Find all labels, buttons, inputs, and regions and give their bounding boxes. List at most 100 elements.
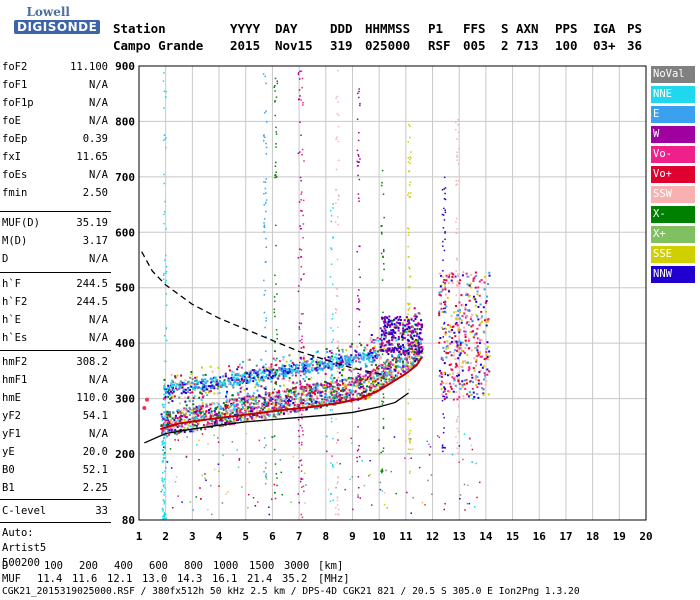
echo-dot bbox=[284, 375, 287, 378]
echo-dot bbox=[367, 372, 370, 375]
echo-dot bbox=[208, 409, 211, 412]
echo-dot bbox=[413, 344, 416, 347]
echo-dot bbox=[351, 391, 354, 394]
echo-dot bbox=[480, 278, 483, 281]
echo-dot bbox=[260, 358, 263, 361]
echo-dot bbox=[196, 409, 199, 412]
echo-dot bbox=[263, 387, 266, 390]
echo-dot bbox=[229, 383, 232, 386]
echo-dot bbox=[358, 444, 360, 447]
echo-dot bbox=[328, 361, 331, 364]
echo-dot bbox=[198, 414, 201, 417]
param-hmf2: hmF2 308.2 bbox=[2, 353, 108, 371]
echo-dot bbox=[457, 131, 460, 134]
echo-dot bbox=[471, 313, 474, 316]
echo-dot bbox=[263, 397, 266, 400]
echo-dot bbox=[176, 426, 179, 429]
echo-dot bbox=[184, 400, 187, 403]
echo-dot bbox=[304, 402, 307, 405]
echo-dot bbox=[382, 325, 385, 328]
echo-dot bbox=[216, 412, 219, 415]
echo-dot bbox=[251, 394, 254, 397]
echo-dot bbox=[187, 410, 190, 413]
echo-dot bbox=[467, 295, 470, 298]
echo-dot bbox=[283, 400, 286, 403]
echo-dot bbox=[356, 449, 359, 452]
echo-dot bbox=[420, 342, 423, 345]
footer-info: CGK21_2015319025000.RSF / 380fx512h 50 k… bbox=[2, 586, 580, 597]
echo-dot bbox=[265, 385, 267, 388]
echo-dot bbox=[461, 315, 464, 318]
echo-dot bbox=[273, 311, 276, 314]
echo-dot bbox=[236, 368, 239, 371]
echo-dot bbox=[253, 418, 256, 421]
echo-dot bbox=[187, 397, 190, 400]
echo-dot bbox=[326, 350, 329, 353]
echo-dot bbox=[275, 126, 277, 129]
echo-dot bbox=[407, 339, 410, 342]
echo-dot bbox=[378, 349, 381, 352]
x-tick-label: 11 bbox=[399, 530, 413, 543]
echo-dot bbox=[165, 279, 167, 282]
echo-dot bbox=[287, 369, 290, 372]
echo-dot bbox=[379, 373, 382, 376]
param-value: N/A bbox=[89, 374, 108, 386]
echo-dot bbox=[194, 376, 197, 379]
echo-dot bbox=[321, 400, 324, 403]
echo-dot bbox=[218, 419, 221, 422]
echo-dot bbox=[198, 418, 201, 421]
echo-dot bbox=[414, 348, 417, 351]
echo-dot bbox=[213, 434, 215, 436]
echo-dot bbox=[413, 323, 416, 326]
echo-dot bbox=[411, 325, 414, 328]
echo-dot bbox=[407, 352, 410, 355]
echo-dot bbox=[465, 315, 468, 318]
echo-dot bbox=[456, 138, 458, 140]
echo-dot bbox=[330, 357, 333, 359]
echo-dot bbox=[243, 408, 246, 411]
echo-dot bbox=[177, 388, 180, 391]
echo-dot bbox=[293, 406, 296, 409]
echo-dot bbox=[244, 371, 247, 374]
echo-dot bbox=[382, 370, 385, 373]
echo-dot bbox=[269, 399, 272, 402]
echo-dot bbox=[311, 391, 314, 394]
echo-dot bbox=[334, 393, 337, 396]
echo-dot bbox=[301, 478, 304, 480]
echo-dot bbox=[345, 396, 348, 399]
echo-dot bbox=[468, 502, 471, 505]
echo-dot bbox=[260, 408, 263, 411]
echo-dot bbox=[300, 99, 302, 101]
muf-value: 35.2 bbox=[282, 573, 308, 585]
echo-dot bbox=[410, 457, 412, 459]
param-fof1: foF1 N/A bbox=[2, 76, 108, 94]
echo-dot bbox=[214, 419, 217, 422]
echo-dot bbox=[163, 398, 166, 401]
echo-dot bbox=[444, 351, 447, 354]
echo-dot bbox=[391, 349, 394, 352]
echo-dot bbox=[161, 479, 163, 482]
echo-dot bbox=[441, 188, 444, 191]
echo-dot bbox=[224, 383, 227, 386]
echo-dot bbox=[455, 386, 458, 388]
echo-dot bbox=[213, 387, 216, 390]
echo-dot bbox=[278, 406, 281, 409]
echo-dot bbox=[196, 387, 199, 390]
echo-dot bbox=[300, 191, 303, 193]
echo-dot bbox=[200, 378, 203, 381]
echo-dot bbox=[282, 374, 285, 377]
echo-dot bbox=[228, 369, 231, 372]
echo-dot bbox=[456, 345, 459, 348]
echo-dot bbox=[314, 386, 317, 389]
echo-dot bbox=[344, 357, 347, 360]
echo-dot bbox=[264, 112, 266, 114]
echo-dot bbox=[384, 318, 387, 321]
echo-dot bbox=[263, 294, 266, 296]
echo-traces bbox=[160, 69, 491, 521]
echo-dot bbox=[378, 377, 381, 380]
echo-dot bbox=[465, 292, 468, 295]
echo-dot bbox=[461, 304, 464, 307]
echo-dot bbox=[457, 416, 459, 418]
echo-dot bbox=[470, 325, 473, 328]
echo-dot bbox=[358, 268, 360, 271]
